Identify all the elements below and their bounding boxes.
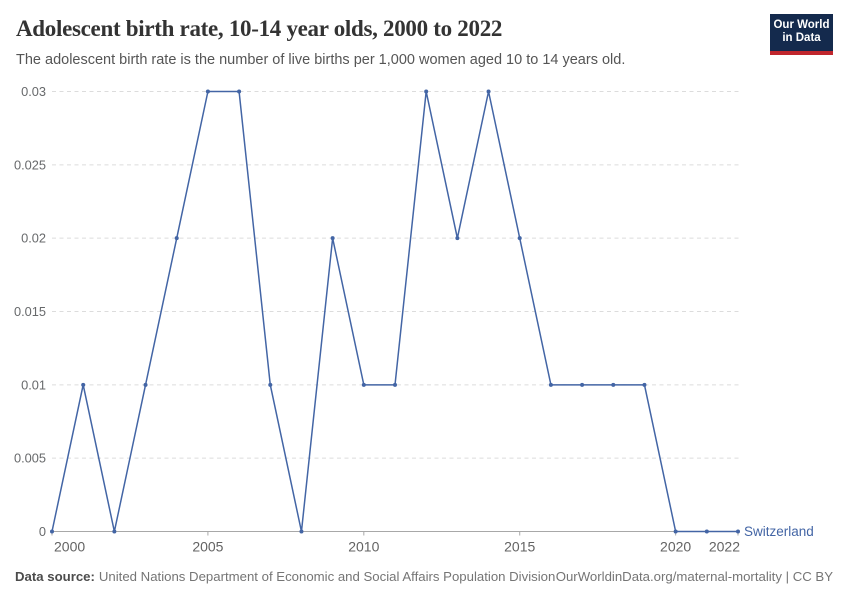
y-axis-tick-label: 0.03 xyxy=(21,84,46,99)
x-axis-tick-label: 2015 xyxy=(504,539,535,555)
y-axis-tick-label: 0.025 xyxy=(14,157,46,172)
data-point xyxy=(143,382,148,387)
footer-link[interactable]: OurWorldinData.org/maternal-mortality | … xyxy=(555,569,833,584)
owid-logo-line2: in Data xyxy=(782,32,821,44)
entity-label: Switzerland xyxy=(744,524,814,539)
data-point xyxy=(174,236,179,241)
data-point xyxy=(268,382,273,387)
data-point xyxy=(580,382,585,387)
data-point xyxy=(299,529,304,534)
y-axis-tick-label: 0 xyxy=(39,524,46,539)
data-point xyxy=(393,382,397,387)
data-point xyxy=(81,382,86,387)
x-axis-tick-label: 2020 xyxy=(660,539,691,555)
x-axis-tick-label: 2005 xyxy=(192,539,223,555)
data-point xyxy=(455,236,460,241)
owid-logo[interactable]: Our World in Data xyxy=(770,14,833,55)
data-point xyxy=(205,89,210,94)
data-point xyxy=(330,236,335,241)
owid-logo-line1: Our World xyxy=(773,19,830,31)
x-axis-tick-label: 2010 xyxy=(348,539,379,555)
x-axis-tick-label: 2022 xyxy=(709,539,740,555)
y-axis-tick-label: 0.015 xyxy=(14,304,46,319)
data-point xyxy=(517,236,522,241)
data-point xyxy=(50,529,54,534)
data-source: Data source: United Nations Department of… xyxy=(15,569,555,584)
data-source-text: United Nations Department of Economic an… xyxy=(98,569,556,584)
y-axis-tick-label: 0.005 xyxy=(14,451,46,466)
y-axis-tick-label: 0.01 xyxy=(21,377,46,392)
chart-subtitle: The adolescent birth rate is the number … xyxy=(16,52,626,68)
data-point xyxy=(611,382,616,387)
data-point xyxy=(704,529,709,534)
data-point xyxy=(736,529,740,534)
data-source-label: Data source: xyxy=(15,569,95,584)
footer: Data source: United Nations Department of… xyxy=(15,569,833,584)
data-point xyxy=(673,529,678,534)
data-point xyxy=(486,89,491,94)
data-point xyxy=(361,382,366,387)
data-point xyxy=(642,382,647,387)
data-point xyxy=(112,529,117,534)
x-axis-tick-label: 2000 xyxy=(54,539,85,555)
data-point xyxy=(548,382,553,387)
data-point xyxy=(237,89,242,94)
data-point xyxy=(424,89,429,94)
y-axis-tick-label: 0.02 xyxy=(21,231,46,246)
page-title: Adolescent birth rate, 10-14 year olds, … xyxy=(16,16,503,41)
chart-line xyxy=(51,90,738,533)
